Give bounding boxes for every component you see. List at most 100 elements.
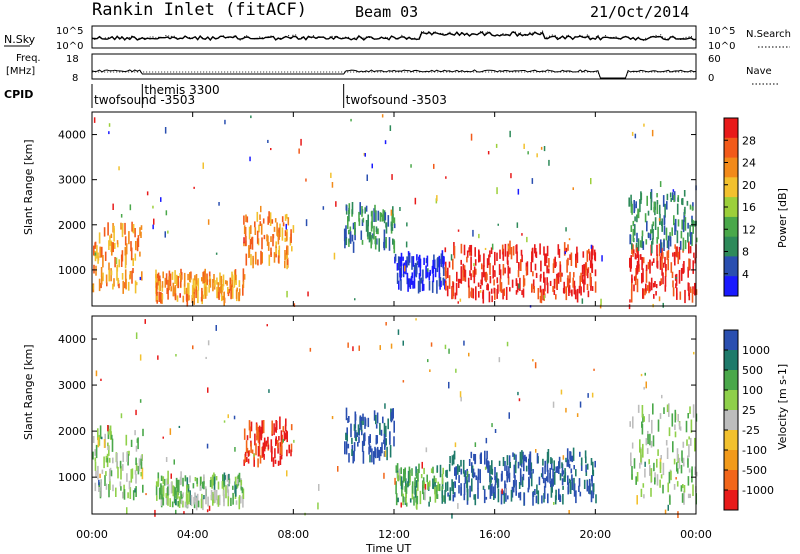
- heat-cell: [588, 251, 591, 261]
- heat-cell: [556, 466, 559, 473]
- heat-cell: [662, 252, 664, 259]
- heat-cell: [274, 218, 277, 223]
- heat-cell: [463, 244, 466, 256]
- heat-cell: [468, 473, 470, 483]
- heat-cell: [523, 462, 525, 472]
- heat-cell: [691, 219, 693, 227]
- heat-cell: [238, 496, 241, 510]
- heat-cell: [138, 458, 141, 472]
- heat-cell: [159, 275, 161, 282]
- heat-cell: [640, 373, 643, 377]
- heat-cell: [404, 468, 406, 482]
- heat-cell: [144, 319, 146, 324]
- heat-cell: [266, 234, 268, 242]
- heat-cell: [126, 452, 128, 462]
- heat-cell: [691, 206, 694, 211]
- heat-cell: [432, 466, 434, 474]
- heat-cell: [535, 272, 538, 278]
- heat-cell: [161, 294, 164, 300]
- heat-cell: [274, 427, 277, 432]
- heat-cell: [646, 195, 648, 206]
- heat-cell: [131, 221, 133, 232]
- heat-cell: [669, 495, 671, 505]
- heat-cell: [548, 268, 550, 274]
- heat-cell: [371, 163, 373, 169]
- heat-cell: [491, 468, 494, 475]
- heat-cell: [641, 421, 643, 428]
- colorbar-tick-label: -500: [742, 464, 767, 477]
- heat-cell: [126, 473, 128, 482]
- heat-cell: [278, 436, 280, 441]
- y-tick-label: 1000: [58, 471, 86, 484]
- heat-cell: [633, 200, 635, 214]
- heat-cell: [589, 260, 592, 269]
- y-tick-label: 4000: [58, 129, 86, 142]
- heat-cell: [186, 293, 189, 307]
- heat-cell: [259, 214, 261, 220]
- heat-cell: [381, 442, 383, 454]
- heat-cell: [232, 485, 234, 490]
- heat-cell: [440, 253, 443, 268]
- heat-cell: [565, 286, 568, 301]
- heat-cell: [157, 478, 160, 487]
- heat-cell: [277, 443, 279, 454]
- colorbar-swatch: [724, 276, 738, 297]
- heat-cell: [100, 378, 102, 381]
- heat-cell: [128, 480, 131, 490]
- heat-cell: [161, 285, 164, 292]
- heat-cell: [170, 481, 173, 494]
- heat-cell: [413, 265, 416, 274]
- heat-cell: [639, 199, 641, 213]
- heat-cell: [522, 275, 525, 288]
- heat-cell: [393, 436, 395, 447]
- heat-cell: [635, 476, 637, 485]
- heat-cell: [212, 474, 214, 486]
- heat-cell: [573, 272, 575, 278]
- colorbar-tick-label: 25: [742, 404, 756, 417]
- heat-cell: [244, 453, 246, 463]
- heat-cell: [132, 490, 135, 501]
- heat-cell: [259, 455, 262, 464]
- heat-cell: [494, 271, 496, 277]
- heat-cell: [637, 404, 640, 413]
- heat-cell: [156, 293, 158, 301]
- heat-cell: [652, 229, 654, 240]
- heat-cell: [411, 481, 414, 494]
- heat-cell: [125, 243, 128, 255]
- heat-cell: [399, 258, 401, 267]
- heat-cell: [659, 281, 661, 286]
- heat-cell: [433, 163, 435, 169]
- heat-cell: [285, 418, 287, 427]
- heat-cell: [130, 469, 133, 483]
- heat-cell: [331, 182, 334, 188]
- heat-cell: [655, 284, 658, 289]
- heat-cell: [528, 478, 530, 488]
- heat-cell: [362, 217, 365, 223]
- heat-cell: [532, 271, 534, 277]
- heat-cell: [260, 426, 263, 441]
- heat-cell: [648, 459, 650, 465]
- heat-cell: [592, 469, 595, 477]
- heat-cell: [660, 239, 662, 253]
- heat-cell: [531, 251, 533, 262]
- heat-cell: [347, 216, 349, 229]
- heat-cell: [192, 278, 195, 292]
- heat-cell: [222, 474, 224, 485]
- heat-cell: [670, 470, 672, 481]
- heat-cell: [457, 301, 459, 304]
- heat-cell: [579, 491, 582, 497]
- heat-cell: [667, 258, 669, 271]
- heat-cell: [463, 472, 466, 477]
- heat-cell: [649, 282, 651, 292]
- heat-cell: [122, 280, 124, 294]
- heat-cell: [360, 230, 363, 240]
- heat-cell: [569, 451, 571, 460]
- heat-cell: [645, 264, 648, 271]
- heat-cell: [688, 436, 690, 440]
- colorbar-tick-label: 500: [742, 364, 763, 377]
- heat-cell: [630, 225, 633, 232]
- heat-cell: [190, 271, 192, 280]
- heat-cell: [194, 492, 196, 503]
- heat-cell: [112, 223, 114, 233]
- heat-cell: [305, 219, 308, 227]
